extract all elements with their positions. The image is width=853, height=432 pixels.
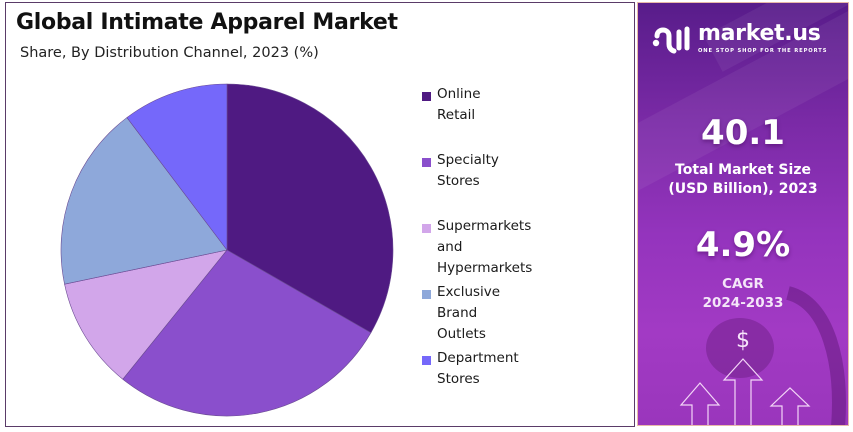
legend-label: Online Retail	[437, 86, 481, 123]
chart-title: Global Intimate Apparel Market	[16, 10, 398, 35]
brand-name: market.us	[698, 21, 821, 46]
brand-tagline: ONE STOP SHOP FOR THE REPORTS	[698, 48, 828, 54]
pie-slice-supermarkets-and-hypermarkets	[64, 249, 228, 380]
growth-illustration	[679, 286, 846, 425]
legend-item-supermarkets-hypermarkets: Supermarkets and Hypermarkets	[422, 218, 532, 279]
cagr-value: 4.9%	[695, 225, 791, 265]
legend-label: Exclusive Brand Outlets	[437, 284, 501, 342]
pie-chart	[60, 83, 394, 417]
decorative-curve	[785, 286, 846, 425]
legend-item-exclusive-brand-outlets: Exclusive Brand Outlets	[422, 284, 500, 345]
legend-label: Supermarkets and Hypermarkets	[437, 216, 532, 279]
legend-swatch	[422, 92, 431, 101]
coin-circle	[706, 318, 774, 378]
market-size-label-line1: Total Market Size	[675, 162, 811, 178]
legend-swatch	[422, 224, 431, 233]
pie-slice-online-retail	[226, 83, 394, 334]
cagr-period: 2024-2033	[702, 295, 784, 311]
legend-item-specialty-stores: Specialty Stores	[422, 152, 499, 192]
legend-swatch	[422, 158, 431, 167]
brand-logo: market.us ONE STOP SHOP FOR THE REPORTS	[652, 23, 827, 54]
market-size-value: 40.1	[701, 113, 785, 153]
legend-item-department-stores: Department Stores	[422, 350, 519, 390]
legend-label-line1: Supermarkets and	[437, 218, 532, 255]
market-size-label-line2: (USD Billion), 2023	[668, 181, 818, 197]
chart-subtitle: Share, By Distribution Channel, 2023 (%)	[20, 45, 319, 61]
up-arrows-icon	[679, 358, 811, 425]
dollar-icon: $	[736, 328, 750, 353]
legend-swatch	[422, 290, 431, 299]
legend-item-online-retail: Online Retail	[422, 86, 481, 126]
pie-slice-specialty-stores	[122, 249, 372, 417]
legend-label: Specialty Stores	[437, 152, 499, 189]
legend-swatch	[422, 356, 431, 365]
legend-label-line2: Hypermarkets	[437, 260, 533, 276]
legend-label: Department Stores	[437, 350, 519, 387]
cagr-label: CAGR	[722, 276, 764, 292]
market-us-logo-icon	[652, 26, 690, 53]
summary-panel: market.us ONE STOP SHOP FOR THE REPORTS …	[637, 2, 849, 426]
pie-slice-department-stores	[126, 83, 228, 251]
pie-slice-exclusive-brand-outlets	[60, 117, 228, 285]
